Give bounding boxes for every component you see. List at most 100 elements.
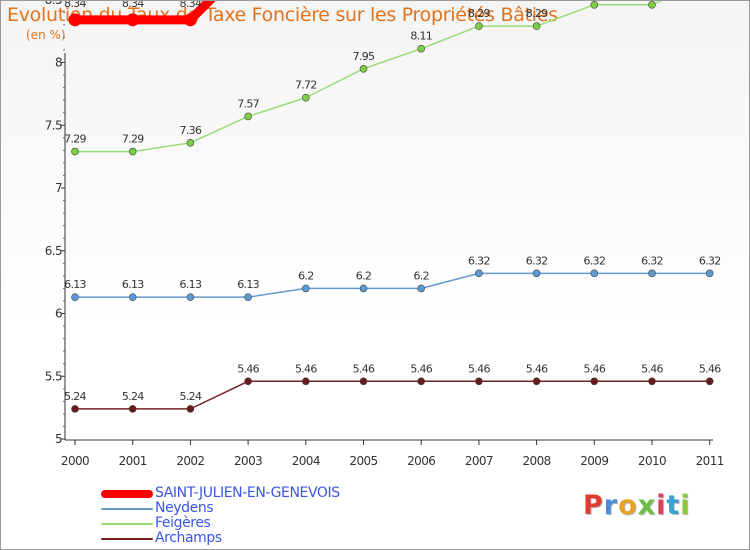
data-point — [590, 269, 599, 278]
data-point — [590, 1, 599, 9]
data-point — [648, 1, 656, 9]
legend-label: Archamps — [155, 530, 222, 546]
data-point — [648, 377, 656, 386]
data-point — [417, 44, 426, 53]
logo-letter: t — [666, 490, 681, 521]
legend-swatch — [101, 538, 153, 540]
y-tick-label: 5 — [55, 432, 62, 446]
data-point — [301, 284, 310, 293]
data-point — [590, 377, 599, 386]
proxiti-logo: Proxiti — [583, 490, 691, 521]
y-tick-label: 7 — [55, 181, 62, 195]
legend-label: Feigères — [155, 515, 211, 531]
y-tick-label: 8 — [55, 56, 62, 70]
data-point — [186, 405, 195, 413]
data-point — [71, 293, 79, 301]
y-tick-label: 7.5 — [45, 118, 62, 132]
x-tick-label: 2003 — [234, 454, 262, 468]
x-tick-label: 2001 — [119, 454, 147, 468]
data-point — [648, 269, 656, 278]
chart-unit: (en %) — [26, 28, 66, 42]
logo-letter: x — [637, 490, 657, 521]
data-label: 6.32 — [583, 254, 605, 267]
data-point — [705, 377, 714, 386]
x-tick-label: 2000 — [61, 454, 89, 468]
data-label: 5.46 — [295, 362, 317, 375]
data-point — [128, 405, 137, 413]
data-label: 5.46 — [583, 362, 605, 375]
x-tick-label: 2004 — [292, 454, 320, 468]
data-point — [417, 377, 426, 386]
logo-letter: i — [680, 490, 691, 521]
data-label: 5.46 — [237, 362, 259, 375]
data-point — [301, 93, 310, 102]
data-point — [359, 284, 368, 293]
data-label: 5.24 — [180, 390, 202, 403]
data-label: 6.32 — [468, 254, 490, 267]
series-line-1 — [74, 272, 711, 298]
data-label: 8.29 — [526, 7, 548, 20]
data-label: 6.13 — [237, 278, 259, 291]
series-line-2 — [74, 1, 663, 153]
data-label: 7.36 — [180, 124, 202, 137]
data-label: 8.34 — [122, 1, 144, 10]
x-tick-label: 2011 — [696, 454, 724, 468]
data-label: 5.24 — [122, 390, 144, 403]
data-label: 6.13 — [64, 278, 86, 291]
data-point — [244, 377, 252, 386]
data-point — [705, 269, 714, 278]
y-tick-label: 6 — [55, 307, 62, 321]
data-point — [128, 147, 137, 156]
logo-letter: o — [618, 490, 638, 521]
data-point — [417, 284, 426, 293]
logo-letter: r — [603, 490, 619, 521]
data-label: 5.46 — [468, 362, 490, 375]
logo-letter: i — [656, 490, 667, 521]
data-point — [183, 13, 197, 27]
data-point — [126, 13, 140, 27]
data-label: 8.34 — [180, 1, 202, 10]
logo-letter: P — [583, 490, 604, 521]
data-label: 5.46 — [699, 362, 721, 375]
data-point — [475, 269, 483, 278]
data-label: 6.13 — [122, 278, 144, 291]
data-label: 7.29 — [122, 133, 144, 146]
y-tick-label: 5.5 — [45, 369, 62, 383]
x-tick-label: 2002 — [176, 454, 204, 468]
x-tick-label: 2005 — [349, 454, 377, 468]
data-point — [186, 293, 195, 301]
data-label: 8.34 — [64, 1, 86, 10]
legend-swatch — [101, 490, 153, 498]
data-label: 7.29 — [64, 133, 86, 146]
data-label: 5.46 — [410, 362, 432, 375]
data-label: 5.46 — [526, 362, 548, 375]
data-label: 8.11 — [410, 30, 432, 43]
legend-swatch — [101, 508, 153, 510]
data-label: 7.95 — [353, 50, 375, 63]
series-lines — [68, 1, 714, 413]
data-label: 7.57 — [237, 97, 259, 110]
data-label: 5.46 — [641, 362, 663, 375]
data-point — [128, 293, 137, 301]
x-tick-label: 2009 — [580, 454, 608, 468]
data-label: 6.13 — [180, 278, 202, 291]
data-label: 6.2 — [356, 269, 371, 282]
data-point — [532, 269, 541, 278]
data-label: 8.29 — [468, 7, 490, 20]
data-point — [244, 112, 252, 121]
data-point — [68, 13, 82, 27]
x-tick-label: 2007 — [465, 454, 493, 468]
data-label: 6.32 — [526, 254, 548, 267]
data-label: 5.46 — [353, 362, 375, 375]
data-point — [244, 293, 252, 301]
chart-axes: 55.566.577.588.599.51010.511200020012002… — [45, 1, 725, 468]
data-label: 6.2 — [298, 269, 313, 282]
data-point — [186, 139, 195, 147]
data-label: 6.2 — [413, 269, 428, 282]
legend-swatch — [101, 523, 153, 525]
data-label: 5.24 — [64, 390, 86, 403]
data-point — [475, 22, 483, 30]
legend-label: SAINT-JULIEN-EN-GENEVOIS — [155, 485, 340, 501]
series-line-0 — [70, 1, 216, 25]
